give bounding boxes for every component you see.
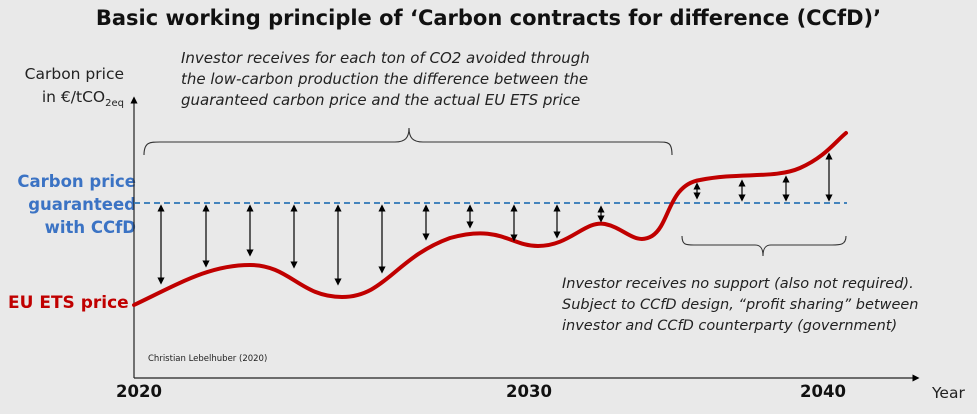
- annotation-bottom-line3: investor and CCfD counterparty (governme…: [562, 318, 898, 334]
- ets-price-label: EU ETS price: [8, 293, 129, 313]
- annotation-top-line2: the low-carbon production the difference…: [181, 70, 589, 88]
- x-tick-2040: 2040: [800, 382, 846, 401]
- brace-no-support-period: [681, 235, 847, 257]
- annotation-top-line1: Investor receives for each ton of CO2 av…: [181, 49, 590, 67]
- annotation-top-line3: guaranteed carbon price and the actual E…: [181, 91, 581, 109]
- guaranteed-price-label: Carbon price guaranteed with CCfD: [17, 170, 136, 239]
- x-tick-2020: 2020: [116, 382, 162, 401]
- y-axis-label-line2: in €/tCO2eq: [41, 88, 124, 110]
- guaranteed-label-line3: with CCfD: [44, 218, 136, 237]
- chart-title: Basic working principle of ‘Carbon contr…: [95, 6, 882, 30]
- annotation-bottom-line1: Investor receives no support (also not r…: [562, 276, 914, 292]
- annotation-no-support: Investor receives no support (also not r…: [562, 274, 918, 337]
- x-axis-unit-label: Year: [932, 384, 965, 402]
- y-axis-label-line1: Carbon price: [24, 65, 124, 83]
- annotation-bottom-line2: Subject to CCfD design, “profit sharing”…: [562, 297, 919, 313]
- annotation-support-paid: Investor receives for each ton of CO2 av…: [181, 48, 590, 111]
- guaranteed-label-line2: guaranteed: [28, 195, 136, 214]
- difference-arrows: [157, 152, 833, 286]
- guaranteed-label-line1: Carbon price: [17, 172, 136, 191]
- ets-price-curve: [132, 131, 848, 307]
- credit-text: Christian Lebelhuber (2020): [148, 354, 268, 364]
- brace-support-period: [143, 127, 673, 156]
- x-tick-2030: 2030: [506, 382, 552, 401]
